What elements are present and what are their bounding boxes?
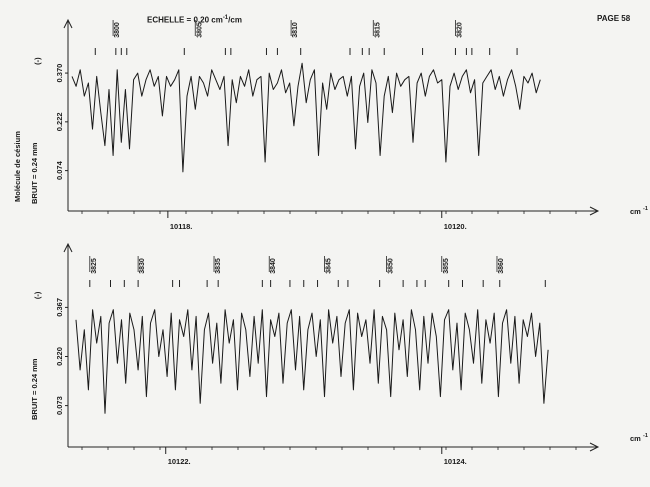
line-label: 3835 (215, 258, 222, 274)
scale-label-main: ECHELLE = 0.20 cm (147, 15, 223, 25)
y-tick-label: 0.073 (55, 396, 64, 415)
scale-label-exp: -1 (222, 15, 229, 21)
x-unit-exp: -1 (643, 206, 648, 212)
y-axis-arrow (63, 18, 73, 29)
y-tick-label: 0.222 (55, 112, 64, 131)
chart-panel-2: 10122. 10124. cm -1 0.073 0.220 0.367 (-) 3825 38… (33, 242, 648, 466)
line-label: 3860 (498, 258, 505, 274)
line-label: 3845 (325, 258, 332, 274)
y-tick-label: 0.220 (55, 347, 64, 366)
x-unit-label: cm (630, 207, 641, 216)
x-tick-label: 10120. (444, 222, 467, 231)
line-label: 3815 (374, 22, 381, 38)
line-label: 3805 (196, 22, 203, 38)
line-label: 3855 (443, 258, 450, 274)
line-label: 3840 (270, 258, 277, 274)
y-tick-label: 0.370 (55, 64, 64, 83)
spectrum-trace (71, 62, 541, 173)
x-tick-label: 10124. (444, 457, 467, 466)
line-label: 3825 (91, 258, 98, 274)
x-unit-label: cm (630, 434, 641, 443)
y-axis-arrow (63, 242, 73, 253)
x-tick-label: 10118. (170, 222, 193, 231)
scale-label: ECHELLE = 0.20 cm-1/cm (147, 15, 242, 25)
x-axis-arrow (589, 206, 600, 216)
page-number: PAGE 58 (597, 14, 631, 23)
line-label: 3820 (456, 22, 463, 38)
y-tick-label: 0.367 (55, 298, 64, 317)
line-label: 3830 (139, 258, 146, 274)
line-label: 3850 (388, 258, 395, 274)
line-label: 3800 (114, 22, 121, 38)
spectrum-trace (75, 309, 549, 414)
scale-label-unit: /cm (228, 15, 242, 25)
y-tick-label: 0.074 (55, 160, 64, 180)
line-label: 3810 (292, 22, 299, 38)
x-axis-arrow (589, 442, 600, 452)
y-unit-label: (-) (33, 291, 42, 299)
x-tick-label: 10122. (168, 457, 191, 466)
x-unit-exp: -1 (643, 433, 648, 439)
y-unit-label: (-) (33, 57, 42, 65)
